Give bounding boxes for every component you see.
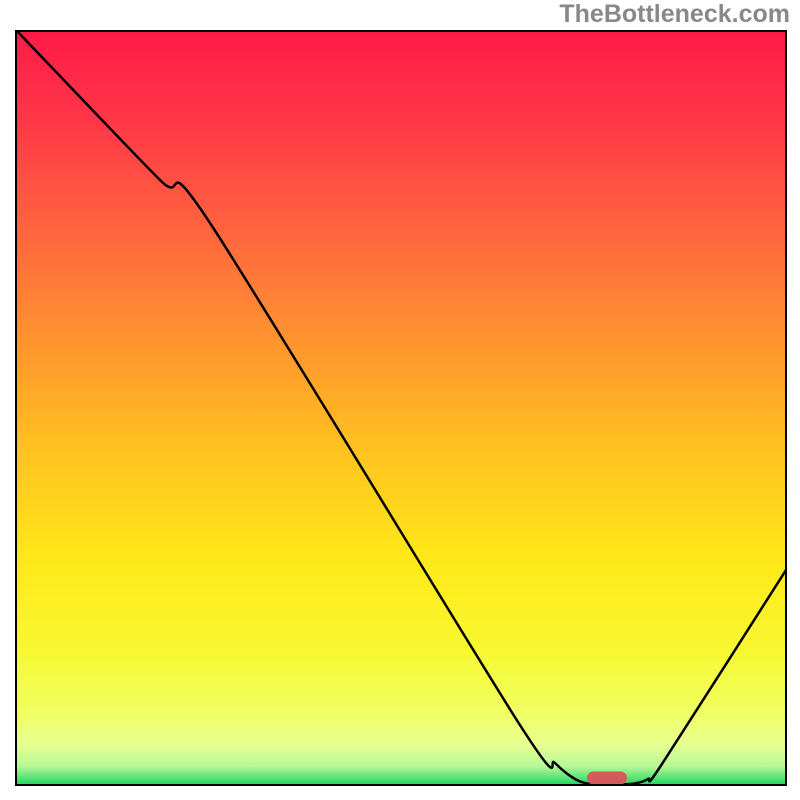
gradient-background (16, 31, 786, 785)
bottleneck-chart (0, 0, 800, 800)
watermark-label: TheBottleneck.com (559, 0, 790, 29)
chart-container: TheBottleneck.com (0, 0, 800, 800)
optimal-marker (587, 772, 627, 785)
